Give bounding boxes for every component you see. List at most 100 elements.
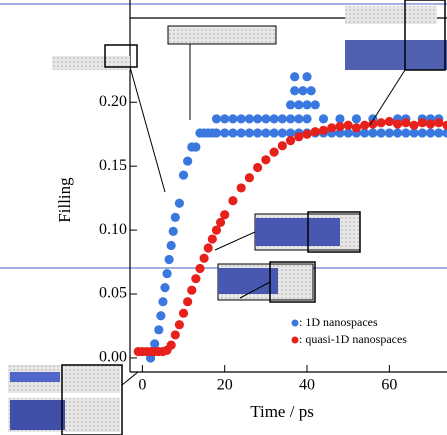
data-point [269, 114, 278, 123]
data-point [426, 119, 435, 128]
chart: 02040600.000.050.100.150.20 Time / ps Fi… [0, 0, 447, 435]
y-tick-label: 0.10 [99, 221, 127, 238]
data-point [253, 128, 262, 137]
data-point [368, 128, 377, 137]
data-point [204, 243, 213, 252]
x-axis-label: Time / ps [250, 402, 314, 421]
data-point [228, 114, 237, 123]
legend: : 1D nanospaces: quasi-1D nanospaces [292, 315, 408, 346]
data-point [191, 142, 200, 151]
data-point [261, 114, 270, 123]
data-point [220, 210, 229, 219]
data-point [294, 100, 303, 109]
data-point [245, 128, 254, 137]
data-point [377, 118, 386, 127]
data-point [302, 72, 311, 81]
data-point [294, 114, 303, 123]
data-point [286, 100, 295, 109]
data-point [171, 213, 180, 222]
data-point [175, 320, 184, 329]
data-point [352, 114, 361, 123]
data-point [290, 86, 299, 95]
legend-marker [292, 337, 299, 344]
data-point [311, 100, 320, 109]
data-point [426, 128, 435, 137]
data-point [261, 155, 270, 164]
data-point [278, 128, 287, 137]
data-point [261, 128, 270, 137]
data-point [228, 128, 237, 137]
data-point [319, 114, 328, 123]
data-point [360, 121, 369, 130]
data-point [253, 114, 262, 123]
x-tick-label: 20 [217, 377, 233, 394]
data-point [245, 173, 254, 182]
data-point [208, 234, 217, 243]
data-point [165, 255, 174, 264]
x-tick-label: 0 [138, 377, 146, 394]
y-tick-label: 0.05 [99, 285, 127, 302]
data-point [319, 126, 328, 135]
data-point [158, 297, 167, 306]
data-point [200, 254, 209, 263]
data-point [191, 274, 200, 283]
data-point [160, 283, 169, 292]
y-tick-label: 0.20 [99, 93, 127, 110]
data-point [195, 264, 204, 273]
data-point [434, 128, 443, 137]
data-point [278, 141, 287, 150]
data-point [167, 341, 176, 350]
data-point [169, 227, 178, 236]
data-point [179, 309, 188, 318]
data-point [302, 130, 311, 139]
data-point [434, 118, 443, 127]
data-point [352, 123, 361, 132]
data-point [278, 114, 287, 123]
data-point [228, 196, 237, 205]
data-point [162, 269, 171, 278]
data-point [187, 286, 196, 295]
x-tick-label: 60 [381, 377, 397, 394]
data-point [183, 297, 192, 306]
data-point [393, 119, 402, 128]
data-point [212, 128, 221, 137]
data-point [401, 118, 410, 127]
data-point [302, 114, 311, 123]
data-point [409, 121, 418, 130]
data-point [286, 114, 295, 123]
data-point [393, 128, 402, 137]
data-point [156, 311, 165, 320]
data-point [245, 114, 254, 123]
data-point [179, 171, 188, 180]
data-point [385, 117, 394, 126]
data-point [183, 156, 192, 165]
legend-label: : 1D nanospaces [299, 315, 378, 329]
y-tick-label: 0.15 [99, 157, 127, 174]
data-point [212, 114, 221, 123]
data-point [171, 330, 180, 339]
data-point [237, 128, 246, 137]
data-point [269, 148, 278, 157]
data-points [134, 58, 447, 362]
data-point [311, 127, 320, 136]
data-point [269, 128, 278, 137]
data-point [307, 86, 316, 95]
page: {"chart_data": {"type": "scatter", "xlab… [0, 0, 447, 435]
data-point [237, 183, 246, 192]
data-point [220, 128, 229, 137]
data-point [154, 325, 163, 334]
data-point [220, 114, 229, 123]
data-point [253, 163, 262, 172]
data-point [237, 114, 246, 123]
data-point [418, 118, 427, 127]
data-point [175, 199, 184, 208]
data-point [298, 86, 307, 95]
data-point [377, 128, 386, 137]
data-point [290, 72, 299, 81]
data-point [401, 128, 410, 137]
data-point [294, 132, 303, 141]
data-point [167, 241, 176, 250]
data-point [344, 121, 353, 130]
x-tick-label: 40 [299, 377, 315, 394]
legend-marker [292, 320, 299, 327]
